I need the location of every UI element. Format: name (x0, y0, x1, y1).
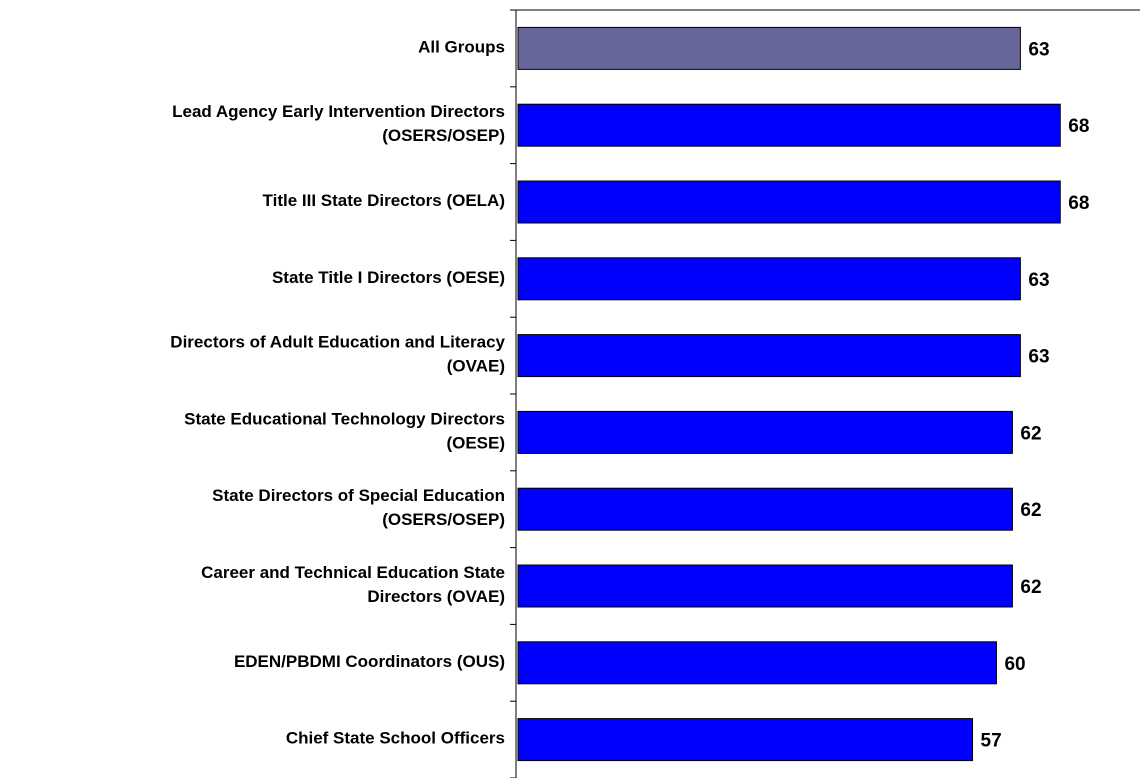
category-label-line: State Directors of Special Education (212, 487, 505, 506)
category-label-line: Directors of Adult Education and Literac… (170, 333, 505, 352)
category-label-line: State Title I Directors (OESE) (272, 268, 505, 287)
value-label: 63 (1028, 347, 1049, 368)
category-label: Chief State School Officers (286, 729, 505, 748)
category-label: State Title I Directors (OESE) (272, 268, 505, 287)
category-label-line: Chief State School Officers (286, 729, 505, 748)
bar (517, 180, 1061, 224)
value-label: 62 (1020, 423, 1041, 444)
category-label-line: Lead Agency Early Intervention Directors (172, 103, 505, 122)
bar (517, 564, 1013, 608)
category-label: Title III State Directors (OELA) (263, 191, 505, 210)
category-label: Career and Technical Education State Dire… (201, 563, 505, 606)
bar (517, 103, 1061, 147)
value-label: 68 (1068, 193, 1089, 214)
bar (517, 718, 974, 762)
value-label: 62 (1020, 577, 1041, 598)
category-label-line: (OSERS/OSEP) (382, 127, 505, 146)
category-label-line: (OSERS/OSEP) (382, 511, 505, 530)
category-label-line: EDEN/PBDMI Coordinators (OUS) (234, 652, 505, 671)
category-label-line: State Educational Technology Directors (184, 410, 505, 429)
category-label: State Directors of Special Education (OSE… (212, 487, 505, 530)
value-label: 68 (1068, 116, 1089, 137)
category-label: Lead Agency Early Intervention Directors… (172, 103, 505, 146)
value-label: 63 (1028, 270, 1049, 291)
category-label: State Educational Technology Directors (O… (184, 410, 505, 453)
bar (517, 410, 1013, 454)
bar (517, 641, 997, 685)
bar (517, 334, 1021, 378)
bar (517, 26, 1021, 70)
category-label: Directors of Adult Education and Literac… (170, 333, 505, 376)
category-label-line: Title III State Directors (OELA) (263, 191, 505, 210)
bar (517, 257, 1021, 301)
category-label-line: (OESE) (446, 434, 505, 453)
category-label-line: All Groups (418, 38, 505, 57)
category-label-line: Career and Technical Education State (201, 563, 505, 582)
value-label: 63 (1028, 39, 1049, 60)
category-label: EDEN/PBDMI Coordinators (OUS) (234, 652, 505, 671)
value-label: 62 (1020, 500, 1041, 521)
bar (517, 487, 1013, 531)
category-label: All Groups (418, 38, 505, 57)
category-label-line: Directors (OVAE) (367, 587, 505, 606)
value-label: 57 (981, 731, 1002, 752)
value-label: 60 (1004, 654, 1025, 675)
category-label-line: (OVAE) (447, 357, 505, 376)
